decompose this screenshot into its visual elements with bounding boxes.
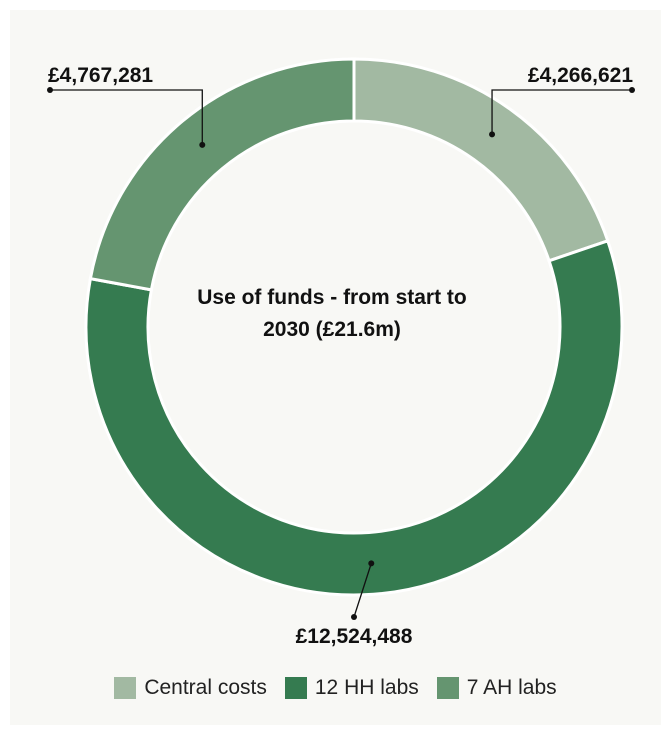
leader-hh-labs — [353, 563, 372, 618]
legend-item-hh-labs: 12 HH labs — [284, 676, 419, 700]
legend-item-central-costs: Central costs — [114, 676, 267, 700]
leader-ah-labs — [50, 89, 203, 145]
slice-central-costs — [352, 57, 610, 263]
leader-dot-inner-ah-labs — [199, 141, 206, 148]
donut-slices — [84, 57, 624, 597]
legend-label-central-costs: Central costs — [144, 676, 267, 699]
legend: Central costs 12 HH labs 7 AH labs — [0, 676, 671, 700]
legend-swatch-ah-labs — [436, 677, 459, 699]
leader-dot-outer-ah-labs — [47, 87, 53, 93]
legend-label-hh-labs: 12 HH labs — [314, 676, 419, 699]
value-label-ah-labs: £4,767,281 — [48, 64, 153, 87]
leader-dot-outer-central-costs — [629, 87, 635, 93]
leader-dot-inner-hh-labs — [368, 560, 375, 567]
leader-lines — [47, 87, 635, 620]
leader-dot-inner-central-costs — [489, 131, 496, 138]
legend-item-ah-labs: 7 AH labs — [436, 676, 557, 700]
leader-dot-outer-hh-labs — [351, 614, 357, 620]
leader-central-costs — [491, 89, 632, 135]
value-labels: £4,266,621 £12,524,488 £4,767,281 — [48, 64, 633, 648]
legend-swatch-central-costs — [114, 677, 137, 699]
value-label-central-costs: £4,266,621 — [528, 64, 633, 87]
slice-ah-labs — [88, 57, 356, 292]
chart-title: Use of funds - from start to 2030 (£21.6… — [197, 286, 467, 341]
legend-label-ah-labs: 7 AH labs — [466, 676, 557, 699]
slice-hh-labs — [84, 238, 624, 597]
value-label-hh-labs: £12,524,488 — [296, 625, 413, 648]
legend-swatch-hh-labs — [284, 677, 307, 699]
